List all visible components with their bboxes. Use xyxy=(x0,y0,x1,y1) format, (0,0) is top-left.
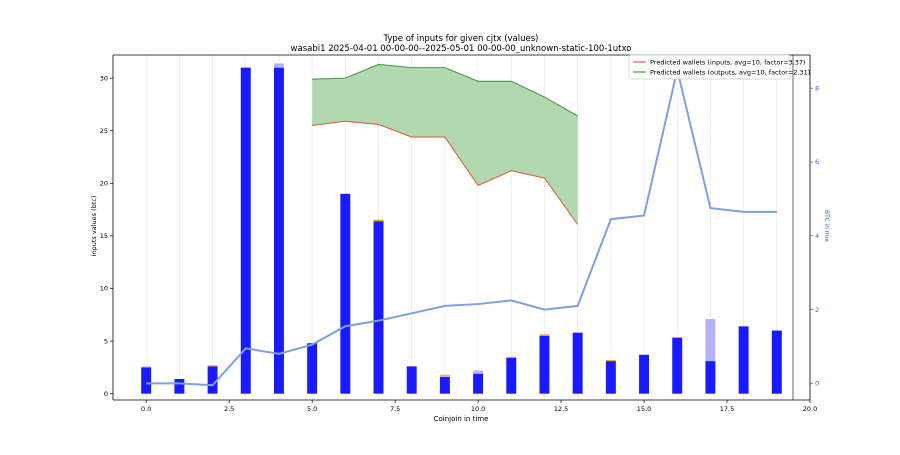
y2-tick-label: 0 xyxy=(815,380,819,388)
bar-segment-orange xyxy=(373,219,384,222)
bar xyxy=(672,337,683,394)
bar-segment-orange xyxy=(506,356,517,358)
legend-label-outputs: Predicted wallets (outputs, avg=10, fact… xyxy=(650,69,810,77)
x-tick-label: 20.0 xyxy=(803,405,817,413)
prediction-band xyxy=(312,64,578,225)
series-lines xyxy=(146,63,777,387)
bar-segment-light xyxy=(705,319,716,362)
x-tick-label: 17.5 xyxy=(720,405,734,413)
bar-segment-light xyxy=(141,366,152,368)
bar-segment-light xyxy=(273,63,284,68)
series-line-btc-in-mix xyxy=(146,69,777,387)
bar xyxy=(771,330,782,394)
y-tick-label: 30 xyxy=(100,74,108,82)
bar xyxy=(539,335,550,394)
y2-tick-label: 6 xyxy=(815,158,819,166)
bar-segment-light xyxy=(473,370,484,374)
bar xyxy=(373,221,384,394)
y-tick-label: 15 xyxy=(100,232,108,240)
y2-tick-label: 2 xyxy=(815,306,819,314)
x-tick-label: 2.5 xyxy=(224,405,234,413)
y-tick-label: 0 xyxy=(104,390,108,398)
bar xyxy=(639,354,650,394)
x-tick-label: 15.0 xyxy=(637,405,651,413)
bars xyxy=(141,63,782,394)
x-tick-label: 7.5 xyxy=(390,405,400,413)
y2-tick-label: 4 xyxy=(815,232,819,240)
series-line-outputs xyxy=(312,63,578,117)
bar-segment-light xyxy=(439,375,450,377)
x-tick-label: 12.5 xyxy=(554,405,568,413)
bar-segment-orange xyxy=(605,360,616,362)
bar xyxy=(307,343,318,394)
bar xyxy=(572,332,583,394)
y-tick-label: 10 xyxy=(100,285,108,293)
series-line-inputs xyxy=(312,120,579,225)
prediction-fill xyxy=(312,64,578,225)
bar xyxy=(439,376,450,394)
legend: Predicted wallets (inputs, avg=10, facto… xyxy=(628,54,810,80)
y-tick-label: 5 xyxy=(104,337,108,345)
legend-box xyxy=(628,54,791,80)
bar-segment-orange xyxy=(439,374,450,376)
y-tick-label: 20 xyxy=(100,180,108,188)
bar-segment-orange xyxy=(539,334,550,336)
x-axis-label: Coinjoin in time xyxy=(434,415,489,423)
y-tick-label: 25 xyxy=(100,127,108,135)
chart-title: Type of inputs for given cjtx (values) xyxy=(383,34,539,44)
y-axis-label: Inputs values (btc) xyxy=(90,196,98,257)
x-tick-label: 10.0 xyxy=(471,405,485,413)
legend-label-inputs: Predicted wallets (inputs, avg=10, facto… xyxy=(650,59,806,67)
bar-segment-orange xyxy=(672,336,683,338)
x-tick-label: 5.0 xyxy=(307,405,317,413)
y2-axis-label: BTC in mix xyxy=(823,210,830,242)
bar xyxy=(141,367,152,394)
bar xyxy=(174,378,185,394)
bar xyxy=(406,366,417,394)
bar xyxy=(473,373,484,394)
bar xyxy=(705,361,716,394)
bar xyxy=(207,366,218,394)
bar xyxy=(340,193,351,394)
bar xyxy=(506,357,517,394)
chart-subtitle: wasabi1 2025-04-01 00-00-00--2025-05-01 … xyxy=(291,44,632,54)
bar xyxy=(240,67,251,394)
bar-segment-orange xyxy=(207,365,218,367)
y2-tick-label: 8 xyxy=(815,84,819,92)
axes: 0.0 2.5 5.0 7.5 10.0 12.5 15.0 17.5 20.005101520… xyxy=(100,54,819,413)
bar xyxy=(738,326,749,394)
bar xyxy=(605,361,616,394)
x-tick-label: 0.0 xyxy=(141,405,151,413)
bar xyxy=(273,67,284,394)
